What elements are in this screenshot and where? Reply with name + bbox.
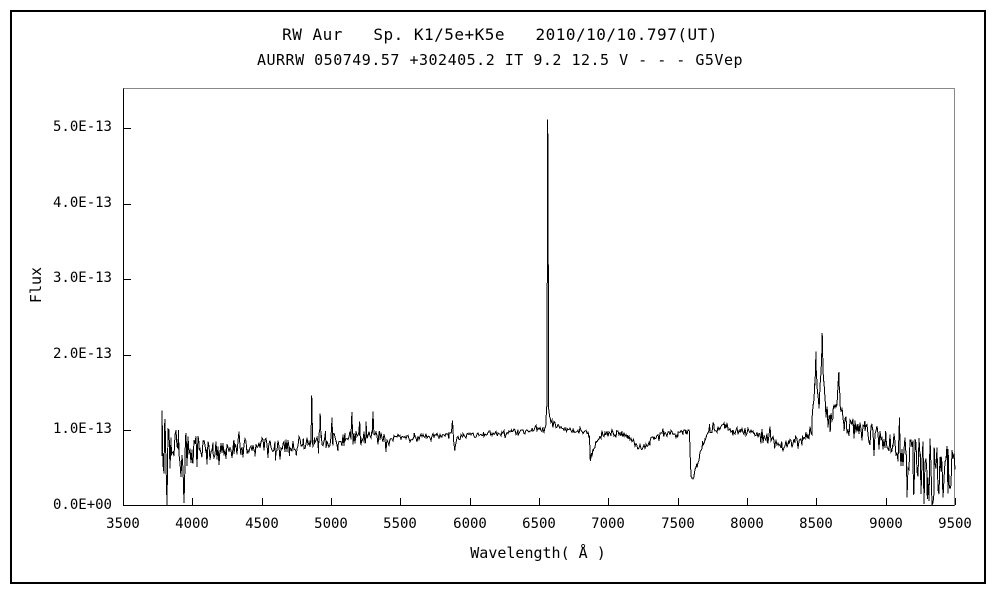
plot-area: [123, 88, 955, 506]
x-tick-label: 5000: [314, 516, 348, 532]
chart-subtitle: AURRW 050749.57 +302405.2 IT 9.2 12.5 V …: [256, 51, 744, 69]
x-tick-label: 9500: [938, 516, 972, 532]
x-tick-label: 9000: [869, 516, 903, 532]
axis-ticks: [123, 128, 956, 505]
y-tick-label: 4.0E-13: [52, 195, 112, 211]
x-tick-label: 5500: [383, 516, 417, 532]
x-tick-label: 6000: [453, 516, 487, 532]
x-tick-label: 6500: [522, 516, 556, 532]
y-tick-label: 5.0E-13: [52, 119, 112, 135]
x-tick-label: 3500: [106, 516, 140, 532]
y-tick-label: 3.0E-13: [52, 270, 112, 286]
x-tick-label: 8000: [730, 516, 764, 532]
x-tick-label: 4500: [245, 516, 279, 532]
y-tick-label: 2.0E-13: [52, 346, 112, 362]
chart-title: RW Aur Sp. K1/5e+K5e 2010/10/10.797(UT): [282, 25, 718, 44]
y-tick-label: 0.0E+00: [52, 497, 112, 513]
spectrum-line: [161, 119, 956, 506]
x-tick-label: 4000: [175, 516, 209, 532]
x-tick-label: 7500: [661, 516, 695, 532]
x-tick-label: 7000: [591, 516, 625, 532]
x-tick-label: 8500: [799, 516, 833, 532]
y-tick-label: 1.0E-13: [52, 421, 112, 437]
y-axis-title: Flux: [27, 266, 46, 304]
x-axis-title: Wavelength( Å ): [470, 544, 606, 562]
chart-border: [10, 10, 986, 584]
